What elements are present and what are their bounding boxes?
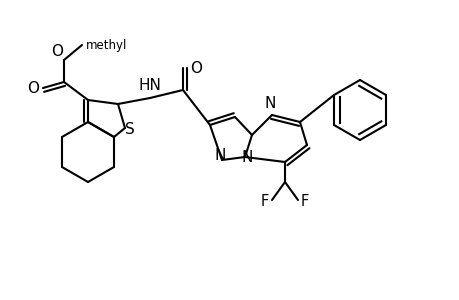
Text: O: O [27, 80, 39, 95]
Text: F: F [300, 194, 308, 209]
Text: HN: HN [138, 78, 161, 93]
Text: N: N [214, 148, 225, 163]
Text: methyl: methyl [86, 38, 127, 52]
Text: F: F [260, 194, 269, 209]
Text: S: S [125, 122, 134, 136]
Text: N: N [241, 149, 252, 164]
Text: N: N [264, 96, 275, 111]
Text: O: O [190, 61, 202, 76]
Text: O: O [51, 44, 63, 59]
